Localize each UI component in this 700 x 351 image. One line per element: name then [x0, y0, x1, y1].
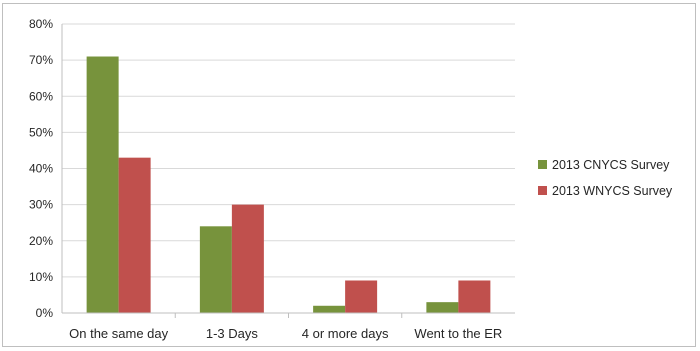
legend-label: 2013 CNYCS Survey — [552, 158, 670, 172]
y-tick-label: 30% — [29, 198, 53, 212]
x-axis — [61, 24, 515, 318]
x-axis-categories: On the same day 1-3 Days 4 or more days Wen… — [69, 326, 502, 341]
bar-cnycs — [86, 56, 119, 313]
y-tick-label: 0% — [36, 306, 54, 320]
y-tick-label: 40% — [29, 162, 53, 176]
x-category-label: On the same day — [69, 326, 168, 341]
bar-wnycs — [118, 157, 151, 313]
legend-swatch — [538, 160, 547, 169]
x-category-label: Went to the ER — [414, 326, 502, 341]
bar-wnycs — [231, 204, 264, 313]
x-category-label: 4 or more days — [302, 326, 389, 341]
bar-cnycs — [313, 305, 346, 313]
y-axis-ticks: 0% 10% 20% 30% 40% 50% 60% 70% 80% — [29, 17, 53, 320]
bar-wnycs — [458, 280, 491, 313]
bar-cnycs — [426, 302, 459, 313]
bar-wnycs — [345, 280, 378, 313]
legend-label: 2013 WNYCS Survey — [552, 184, 673, 198]
y-tick-label: 60% — [29, 89, 53, 103]
y-tick-label: 80% — [29, 17, 53, 31]
legend-swatch — [538, 186, 547, 195]
x-category-label: 1-3 Days — [206, 326, 259, 341]
y-tick-label: 70% — [29, 53, 53, 67]
legend: 2013 CNYCS Survey 2013 WNYCS Survey — [538, 158, 673, 198]
y-tick-label: 20% — [29, 234, 53, 248]
y-tick-label: 10% — [29, 270, 53, 284]
bar-cnycs — [199, 226, 232, 313]
bars — [86, 56, 491, 313]
y-tick-label: 50% — [29, 125, 53, 139]
